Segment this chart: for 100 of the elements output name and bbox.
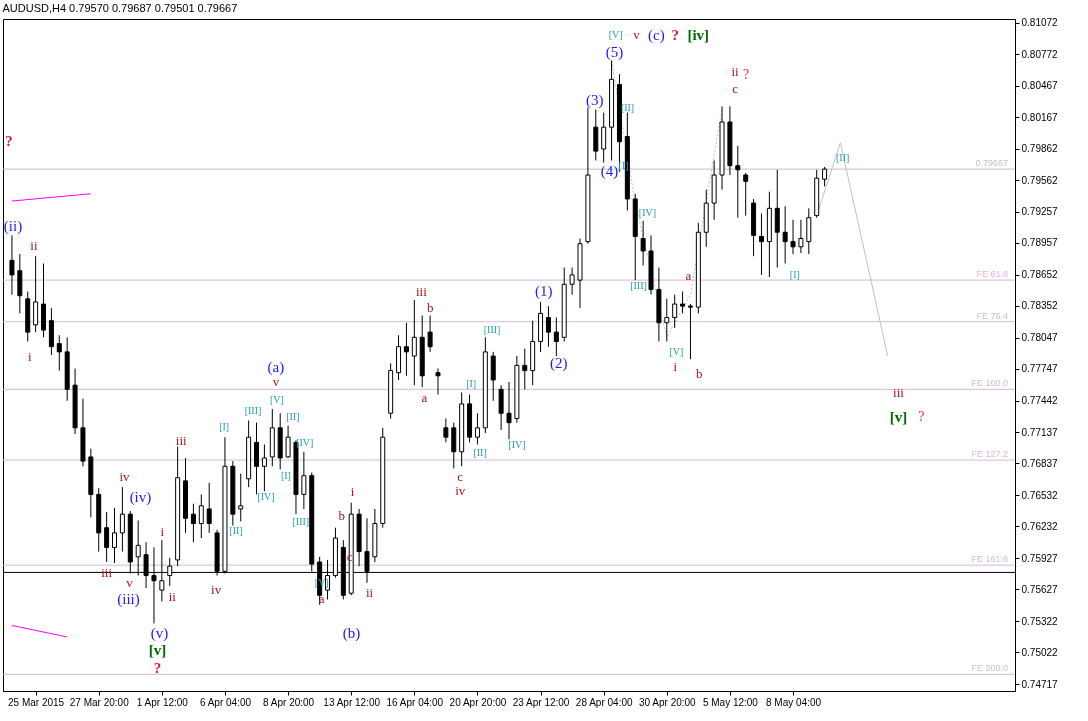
x-tick-label: 5 May 12:00	[702, 696, 759, 708]
annotation: iv	[119, 468, 131, 484]
y-tick-label: 0.75927	[1021, 552, 1059, 564]
annotation: [II]	[286, 411, 300, 423]
x-tick-label: 23 Apr 12:00	[512, 696, 570, 708]
ref-line-label: FE 127.2	[971, 449, 1008, 460]
annotation: [II]	[229, 525, 243, 536]
annotation: (b)	[342, 625, 361, 643]
y-tick-label: 0.80167	[1021, 111, 1059, 123]
x-tick-label: 8 Apr 20:00	[263, 696, 315, 708]
annotation: [V]	[669, 346, 684, 358]
annotation: [V]	[269, 394, 284, 406]
y-tick-label: 0.78652	[1021, 269, 1059, 281]
annotation: [III]	[292, 516, 310, 528]
annotation: (c)	[648, 27, 665, 45]
annotation: (ii)	[3, 218, 23, 236]
annotation: (a)	[267, 358, 285, 376]
annotation: c	[346, 548, 353, 564]
annotation: (v)	[150, 625, 169, 643]
annotation: i	[350, 483, 355, 499]
annotation: iii	[893, 384, 905, 400]
y-tick-label: 0.78352	[1021, 300, 1059, 312]
x-tick-label: 16 Apr 04:00	[386, 696, 444, 708]
annotation: [I]	[280, 469, 291, 481]
annotation: c	[457, 468, 464, 484]
x-tick-label: 20 Apr 20:00	[449, 696, 507, 708]
annotation: ?	[5, 133, 13, 150]
annotation: [III]	[483, 323, 501, 335]
ref-line-label: 0.79667	[975, 158, 1008, 169]
annotation: (iii)	[117, 590, 140, 608]
y-tick-label: 0.77137	[1021, 426, 1059, 438]
annotation: [I]	[789, 269, 800, 281]
annotation: iv	[455, 482, 466, 498]
annotation: b	[427, 300, 434, 316]
annotation: b	[338, 507, 345, 523]
x-tick-label: 13 Apr 12:00	[323, 696, 381, 708]
annotation: [IV]	[296, 437, 314, 449]
y-tick-label: 0.79562	[1021, 174, 1059, 186]
annotation: a	[685, 268, 692, 284]
y-tick-label: 0.77442	[1021, 395, 1059, 407]
ref-line-label: FE 161.8	[971, 554, 1008, 565]
annotation: ?	[671, 27, 680, 44]
annotation: c	[732, 80, 739, 96]
annotation: a	[421, 390, 428, 406]
x-tick-label: 8 May 04:00	[766, 696, 822, 708]
y-tick-label: 0.74717	[1021, 678, 1059, 690]
annotation: [V]	[608, 29, 623, 41]
annotation: [IV]	[638, 207, 657, 218]
annotation: ii	[30, 238, 38, 254]
y-tick-label: 0.76232	[1021, 520, 1059, 532]
y-tick-label: 0.79257	[1021, 206, 1059, 218]
annotation: [III]	[244, 404, 262, 416]
annotation: iii	[175, 433, 188, 449]
ref-line-label: FE 200.0	[971, 663, 1008, 674]
annotation: [v]	[148, 642, 167, 659]
x-tick-label: 30 Apr 20:00	[638, 696, 697, 708]
y-tick-label: 0.78957	[1021, 237, 1059, 249]
annotation: (3)	[585, 92, 604, 110]
annotation: [II]	[836, 151, 850, 163]
annotation: ?	[153, 659, 162, 676]
annotation: (iv)	[129, 488, 152, 506]
annotation: ii	[731, 63, 740, 79]
annotation: (4)	[600, 162, 619, 180]
annotation: ii	[168, 588, 177, 604]
y-tick-label: 0.75322	[1021, 615, 1059, 627]
annotation: iv	[211, 582, 222, 598]
annotation: ?	[742, 67, 750, 83]
x-tick-label: 25 Mar 2015	[8, 696, 65, 708]
annotation: [IV]	[257, 490, 275, 502]
annotation: [iv]	[687, 27, 710, 44]
annotation: iii	[415, 284, 428, 300]
annotation: b	[696, 366, 703, 382]
x-tick-label: 1 Apr 12:00	[136, 696, 189, 708]
ref-line-label: FE 76.4	[976, 310, 1008, 321]
annotation: (2)	[550, 354, 568, 372]
y-tick-label: 0.75022	[1021, 646, 1059, 658]
annotation: (5)	[605, 43, 624, 61]
annotation: v	[126, 574, 134, 590]
x-tick-label: 28 Apr 04:00	[575, 696, 633, 708]
x-tick-label: 27 Mar 20:00	[69, 696, 130, 708]
annotation: ?	[918, 409, 925, 425]
annotation: v	[633, 27, 641, 43]
chart-title: AUDUSD,H4 0.79570 0.79687 0.79501 0.79667	[2, 1, 238, 14]
ref-line-label: FE 61.8	[976, 269, 1008, 280]
y-tick-label: 0.80772	[1021, 48, 1059, 60]
annotation: [I]	[466, 377, 477, 389]
annotation: a	[318, 590, 325, 606]
y-tick-label: 0.78047	[1021, 332, 1059, 344]
y-tick-label: 0.76837	[1021, 458, 1059, 469]
annotation: [II]	[473, 446, 487, 458]
y-tick-label: 0.80467	[1021, 80, 1059, 92]
y-tick-label: 0.77747	[1021, 363, 1059, 375]
annotation: (1)	[535, 283, 553, 301]
annotation: [IV]	[508, 439, 526, 451]
annotation: [v]	[889, 409, 908, 426]
annotation: [I]	[219, 420, 230, 432]
annotation: [III]	[630, 279, 647, 291]
x-tick-label: 6 Apr 04:00	[199, 696, 252, 708]
y-tick-label: 0.79862	[1021, 143, 1059, 155]
annotation: ii	[365, 585, 374, 601]
